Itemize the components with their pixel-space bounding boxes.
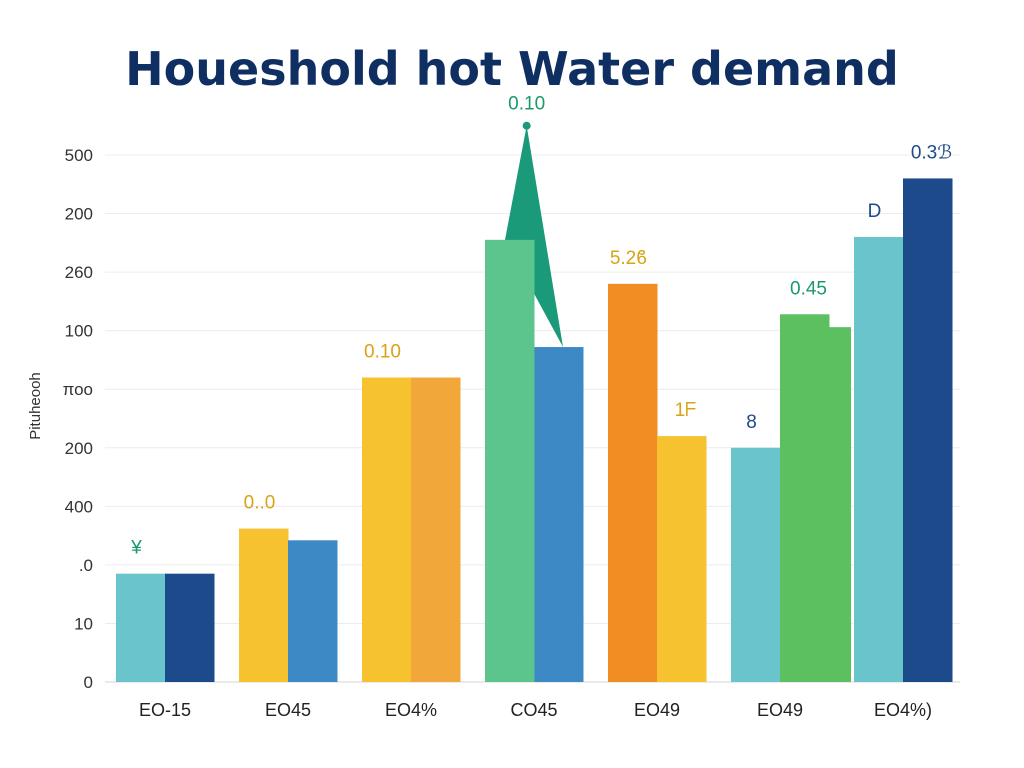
bar-data-label: 0.45 <box>790 278 827 299</box>
bar-data-label: D <box>868 201 882 222</box>
y-tick-label: 10 <box>74 614 93 633</box>
y-tick-label: 200 <box>65 439 93 458</box>
y-axis-label: Pituheooh <box>27 372 44 440</box>
bar-data-label: 8 <box>746 412 757 433</box>
peak-marker-label: 0.10 <box>508 94 545 115</box>
x-tick-label: EO45 <box>265 700 311 720</box>
bar <box>288 540 338 682</box>
bar <box>116 573 166 682</box>
chart-title: Houeshold hot Water demand <box>125 42 899 96</box>
bar-data-label: 1ᖴ <box>675 400 697 421</box>
bar <box>780 314 830 682</box>
bar <box>608 283 658 682</box>
bar <box>534 347 584 682</box>
y-tick-label: 200 <box>65 205 93 224</box>
bar <box>854 236 904 682</box>
x-tick-label: EO4%) <box>874 700 932 720</box>
y-tick-label: .0 <box>79 556 93 575</box>
x-tick-label: EO-15 <box>139 700 191 720</box>
y-tick-label: 260 <box>65 263 93 282</box>
peak-marker-dot <box>522 121 531 130</box>
x-tick-label: EO4% <box>385 700 437 720</box>
bar-data-label: 0.3ℬ <box>911 142 952 163</box>
y-tick-label: 500 <box>65 146 93 165</box>
bar <box>411 377 461 682</box>
x-tick-label: EO49 <box>757 700 803 720</box>
bar <box>239 528 289 682</box>
bar-overlay <box>485 239 535 682</box>
bar <box>362 377 412 682</box>
y-tick-label: ποο <box>63 380 93 399</box>
bar <box>903 178 953 682</box>
bar <box>731 447 781 682</box>
x-tick-label: EO49 <box>634 700 680 720</box>
bar-data-label: ¥ <box>130 538 142 559</box>
bar <box>827 327 851 682</box>
x-tick-label: CO45 <box>510 700 557 720</box>
bar-data-label: 5.2ϐ <box>610 248 647 269</box>
bar <box>657 436 707 682</box>
y-tick-label: 400 <box>65 497 93 516</box>
bar-data-label: 0.10 <box>364 342 401 363</box>
bar-data-label: 0..0 <box>244 493 276 514</box>
peak-marker <box>505 125 563 348</box>
y-tick-label: 100 <box>65 322 93 341</box>
bar <box>165 573 215 682</box>
y-tick-label: 0 <box>84 673 93 692</box>
